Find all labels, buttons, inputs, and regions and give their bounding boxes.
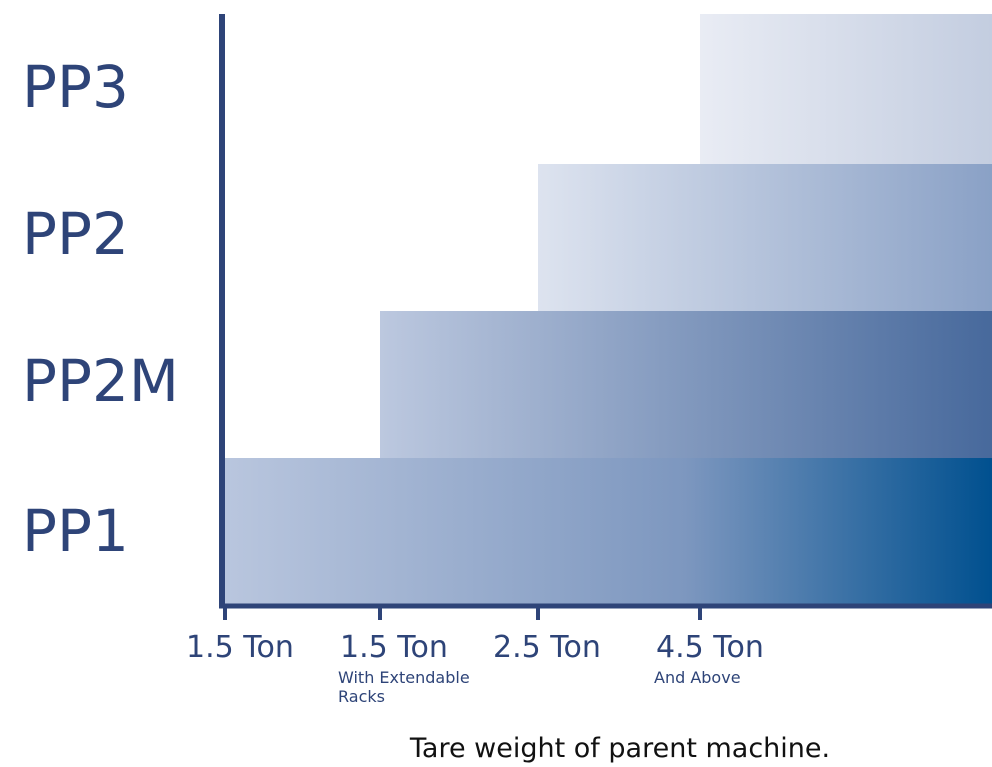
category-label-pp2: PP2 [22,200,129,268]
category-label-pp1: PP1 [22,497,129,565]
x-axis-title: Tare weight of parent machine. [409,733,831,764]
category-label-pp3: PP3 [22,53,129,121]
x-tick-label: 4.5 Ton [656,630,764,665]
x-tick-label: 1.5 Ton [186,630,294,665]
x-tick-sublabel: And Above [654,668,741,687]
x-tick-label: 1.5 Ton [340,630,448,665]
category-label-pp2m: PP2M [22,347,179,415]
bar-pp2m [380,311,992,458]
x-tick-sublabel: With Extendable Racks [338,668,470,707]
bar-pp1 [225,458,992,606]
bar-pp3 [700,14,992,164]
x-tick-label: 2.5 Ton [493,630,601,665]
bar-pp2 [538,164,992,311]
